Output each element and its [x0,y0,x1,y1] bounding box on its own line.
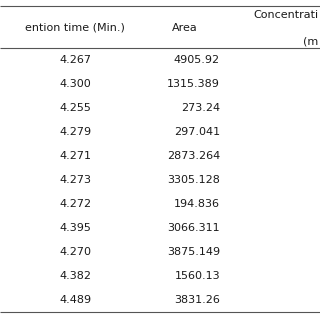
Text: 2873.264: 2873.264 [167,151,220,161]
Text: 4.272: 4.272 [59,199,91,209]
Text: 297.041: 297.041 [174,127,220,137]
Text: 4.489: 4.489 [59,295,91,305]
Text: 273.24: 273.24 [181,103,220,113]
Text: 4.395: 4.395 [59,223,91,233]
Text: 4.382: 4.382 [59,271,91,281]
Text: 4.270: 4.270 [59,247,91,257]
Text: 1560.13: 1560.13 [174,271,220,281]
Text: 4.255: 4.255 [59,103,91,113]
Text: 4.279: 4.279 [59,127,91,137]
Text: 3875.149: 3875.149 [167,247,220,257]
Text: 4.271: 4.271 [59,151,91,161]
Text: 3066.311: 3066.311 [167,223,220,233]
Text: 3831.26: 3831.26 [174,295,220,305]
Text: 194.836: 194.836 [174,199,220,209]
Text: (m: (m [303,36,318,46]
Text: 4.273: 4.273 [59,175,91,185]
Text: 4905.92: 4905.92 [174,55,220,65]
Text: Concentrati: Concentrati [253,10,318,20]
Text: ention time (Min.): ention time (Min.) [25,23,125,33]
Text: 4.267: 4.267 [59,55,91,65]
Text: 1315.389: 1315.389 [167,79,220,89]
Text: 4.300: 4.300 [59,79,91,89]
Text: Area: Area [172,23,198,33]
Text: 3305.128: 3305.128 [167,175,220,185]
